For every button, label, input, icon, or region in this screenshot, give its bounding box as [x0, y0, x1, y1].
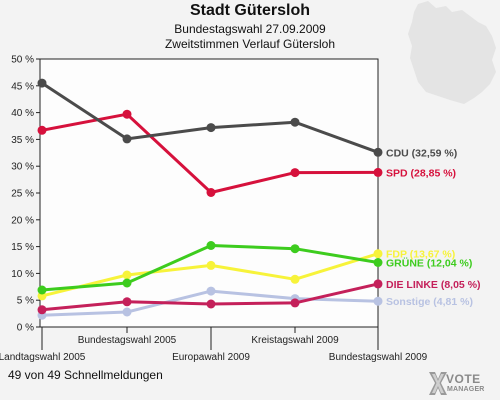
data-point: [373, 147, 383, 157]
series-end-label: CDU (32,59 %): [386, 147, 457, 159]
data-point: [206, 286, 216, 296]
data-point: [290, 298, 300, 308]
vote-manager-logo: VOTE MANAGER: [426, 368, 500, 400]
series-gr-ne: [37, 241, 383, 295]
y-tick-label: 20 %: [11, 215, 34, 226]
data-point: [373, 258, 383, 267]
reporting-status: 49 von 49 Schnellmeldungen: [8, 368, 163, 382]
data-point: [37, 125, 47, 135]
data-point: [122, 270, 132, 280]
data-point: [373, 249, 383, 259]
data-point: [122, 134, 132, 144]
data-point: [206, 123, 216, 133]
series-labels: Sonstige (4,81 %) FDP (13,67 %) DIE LINKE …: [386, 147, 481, 308]
data-point: [206, 260, 216, 270]
y-tick-label: 35 %: [11, 135, 34, 146]
y-axis: 0 % 5 % 10 % 15 % 20 % 25 % 30 % 35 % 40 % 45 % 50…: [11, 55, 40, 334]
vote-manager-x-icon: [429, 372, 447, 395]
data-point: [290, 117, 300, 127]
x-tick-label: Kreistagswahl 2009: [251, 335, 339, 346]
series-end-label: SPD (28,85 %): [386, 167, 456, 179]
y-tick-label: 10 %: [11, 269, 34, 280]
y-tick-label: 0 %: [17, 323, 34, 334]
chart-description: Zweitstimmen Verlauf Gütersloh: [164, 37, 336, 51]
series-end-label: FDP (13,67 %): [386, 249, 455, 261]
data-point: [122, 297, 132, 307]
data-point: [37, 285, 47, 295]
data-point: [290, 274, 300, 284]
series-end-label: Sonstige (4,81 %): [386, 296, 473, 308]
data-point: [373, 279, 383, 289]
data-point: [122, 307, 132, 317]
data-point: [290, 168, 300, 178]
data-point: [37, 78, 47, 88]
series-layer: [37, 78, 383, 320]
data-point: [290, 244, 300, 254]
y-tick-label: 40 %: [11, 108, 34, 119]
x-tick-label: Bundestagswahl 2005: [78, 335, 177, 346]
data-point: [206, 188, 216, 197]
data-point: [373, 296, 383, 306]
x-axis: Landtagswahl 2005 Bundestagswahl 2005 Euro…: [0, 327, 428, 363]
y-tick-label: 45 %: [11, 81, 34, 92]
y-tick-label: 5 %: [17, 296, 34, 307]
y-tick-label: 50 %: [11, 55, 34, 66]
brand-name-line1: VOTE: [446, 372, 481, 386]
data-point: [122, 109, 132, 119]
data-point: [206, 299, 216, 309]
y-tick-label: 25 %: [11, 189, 34, 200]
brand-name-line2: MANAGER: [447, 386, 485, 393]
series-die-linke: [37, 279, 383, 315]
series-end-label: GRÜNE (12,04 %): [386, 257, 472, 270]
x-tick-label: Europawahl 2009: [172, 352, 250, 363]
data-point: [206, 241, 216, 250]
series-cdu: [37, 78, 383, 157]
y-tick-label: 30 %: [11, 162, 34, 173]
x-tick-label: Landtagswahl 2005: [0, 352, 86, 363]
series-end-label: DIE LINKE (8,05 %): [386, 279, 481, 291]
data-point: [122, 278, 132, 288]
data-point: [37, 305, 47, 315]
data-point: [373, 167, 383, 177]
y-tick-label: 15 %: [11, 242, 34, 253]
x-tick-label: Bundestagswahl 2009: [329, 352, 428, 363]
chart-subtitle: Bundestagswahl 27.09.2009: [174, 22, 326, 36]
chart-title: Stadt Gütersloh: [189, 2, 310, 19]
